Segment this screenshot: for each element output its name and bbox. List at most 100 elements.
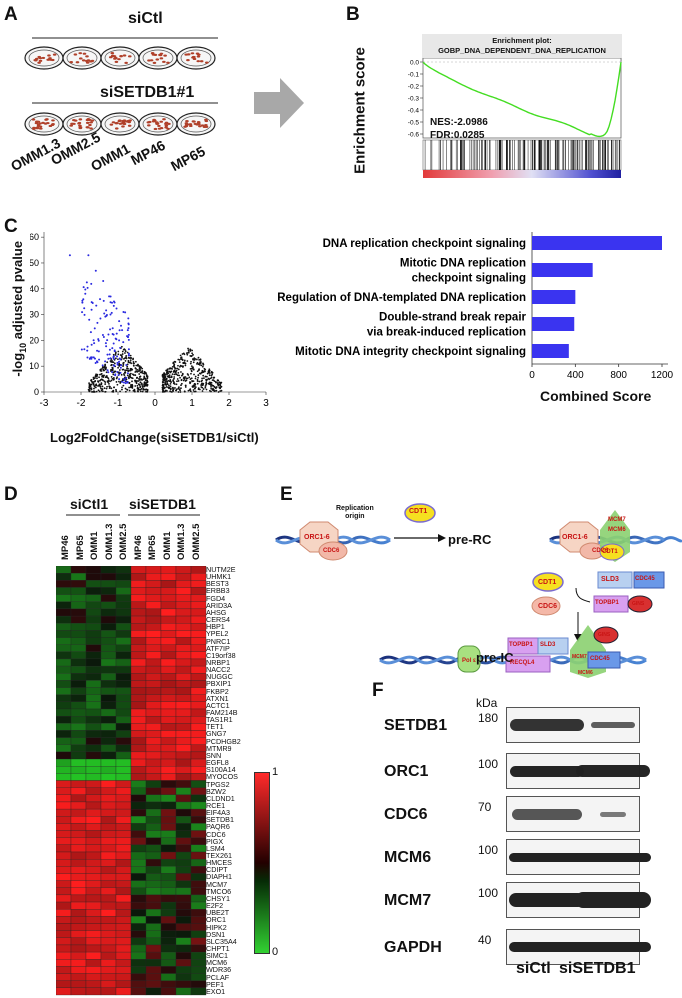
heatmap-cell [85, 866, 102, 874]
volcano-point-sig [118, 339, 121, 342]
volcano-point [111, 369, 114, 371]
volcano-point [187, 389, 190, 392]
volcano-point-sig [112, 304, 115, 307]
heatmap-cell [130, 644, 147, 652]
volcano-point [126, 389, 129, 391]
volcano-point [197, 356, 200, 359]
volcano-point [87, 388, 90, 391]
volcano-point [133, 362, 135, 365]
volcano-point [140, 378, 143, 381]
heatmap-gene-label: PEF1 [206, 979, 224, 989]
heatmap-cell [85, 751, 102, 760]
heatmap-cell [145, 816, 162, 824]
volcano-point [180, 384, 182, 387]
volcano-point [142, 378, 145, 381]
volcano-xlabel: Log2FoldChange(siSETDB1/siCtl) [50, 430, 259, 445]
volcano-point-sig [111, 301, 114, 304]
volcano-point [105, 366, 107, 369]
volcano-point-sig [112, 357, 115, 360]
heatmap-cell [85, 715, 102, 724]
cell [147, 59, 151, 62]
heatmap-cell [190, 730, 207, 738]
heatmap-cell [130, 773, 147, 781]
heatmap-cell [100, 951, 117, 960]
volcano-point-sig [84, 288, 87, 291]
volcano-point-sig [124, 379, 127, 382]
volcano-point [114, 357, 117, 360]
heatmap-cell [85, 923, 102, 931]
heatmap-cell [130, 801, 147, 810]
volcano-point [122, 363, 125, 366]
heatmap-cell [70, 887, 87, 896]
bar-category-label: Regulation of DNA-templated DNA replicat… [277, 292, 526, 304]
gsea-title: Enrichment plot: GOBP_DNA_DEPENDENT_DNA_… [422, 34, 622, 61]
heatmap-cell [190, 937, 207, 946]
cell [118, 122, 123, 125]
blot-band [510, 719, 584, 731]
heatmap-cell [130, 858, 147, 867]
heatmap-cell [145, 909, 162, 917]
cell [34, 121, 39, 125]
gsea-ytick: -0.2 [408, 84, 420, 91]
heatmap-cell [160, 830, 177, 838]
heatmap-cell [56, 630, 72, 638]
volcano-point [103, 366, 106, 369]
gsea-nes: NES:-2.0986 [430, 117, 488, 128]
volcano-point-sig [99, 298, 102, 301]
volcano-point [124, 350, 127, 353]
volcano-point-sig [116, 363, 119, 366]
heatmap-gene-label: ORC1 [206, 915, 226, 925]
volcano-point [195, 358, 198, 361]
volcano-point [112, 390, 114, 392]
heatmap-cell [70, 944, 87, 953]
cell [82, 52, 87, 55]
heatmap-cell [190, 723, 207, 731]
volcano-point [176, 367, 179, 370]
volcano-point [101, 374, 104, 377]
heatmap-cell [56, 794, 72, 803]
volcano-point [113, 362, 116, 365]
volcano-point [193, 357, 196, 360]
heatmap-cell [190, 959, 207, 967]
heatmap-cell [70, 708, 87, 717]
heatmap-cell [115, 630, 132, 638]
heatmap-gene-label: SETDB1 [206, 815, 234, 825]
volcano-point [171, 365, 174, 368]
volcano-ytick: 20 [30, 335, 39, 345]
heatmap-gene-label: FGD4 [206, 593, 226, 603]
heatmap-cell [145, 873, 162, 881]
heatmap-cell [85, 623, 102, 631]
heatmap-cell [175, 823, 192, 831]
heatmap-cell [100, 601, 117, 610]
cell [32, 127, 36, 131]
heatmap-cell [160, 573, 177, 581]
heatmap-cell [130, 901, 147, 910]
heatmap-cell [100, 894, 117, 903]
volcano-point [190, 360, 192, 363]
heatmap-cell [70, 687, 87, 695]
blot-band [600, 811, 626, 817]
heatmap-cell [145, 687, 162, 695]
volcano-point [204, 385, 207, 387]
volcano-point [134, 379, 137, 382]
heatmap-cell [145, 758, 162, 767]
volcano-point [217, 391, 220, 393]
volcano-point [198, 358, 201, 361]
volcano-point [189, 378, 192, 380]
heatmap-gene-label: NACC2 [206, 665, 231, 675]
heatmap-cell [145, 780, 162, 788]
heatmap-cell [160, 580, 177, 588]
heatmap-cell [175, 837, 192, 846]
volcano-point [199, 358, 202, 361]
volcano-point [208, 374, 211, 377]
scale-min: 0 [272, 946, 279, 958]
panel-label-b: B [346, 4, 360, 25]
volcano-point [138, 365, 141, 367]
volcano-point [173, 363, 176, 366]
dish-labels: OMM1.3 OMM2.5 OMM1 MP46 MP65 [0, 129, 250, 200]
volcano-point [163, 373, 166, 376]
heatmap-cell [70, 823, 87, 831]
cell [34, 59, 38, 62]
heatmap-cell [175, 601, 192, 610]
volcano-point [165, 386, 168, 388]
